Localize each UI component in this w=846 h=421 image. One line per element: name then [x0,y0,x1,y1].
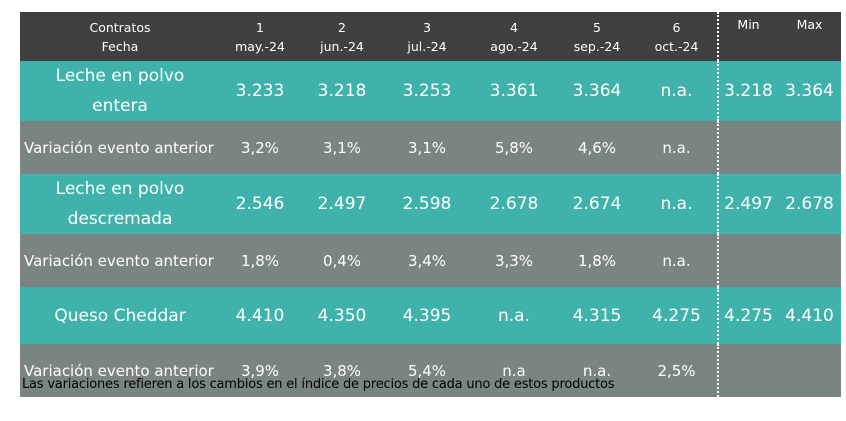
variation-cell: n.a. [558,344,636,397]
min-cell-empty [717,344,778,397]
variation-cell: 3,2% [220,121,300,174]
variation-cell: 3,8% [300,344,384,397]
variation-cell: n.a. [636,121,718,174]
product-name: Leche en polvo entera [20,61,220,121]
variation-label: Variación evento anterior [20,344,220,397]
value-cell: 4.350 [300,287,384,344]
variation-cell: 0,4% [300,234,384,287]
contract-number: 4 [510,19,518,35]
contract-number: 1 [256,19,264,35]
variation-cell: 5,4% [384,344,470,397]
product-name-line1: Leche en polvo [55,179,185,199]
max-cell: 2.678 [778,174,841,234]
variation-cell: n.a. [636,234,718,287]
value-cell: 3.364 [558,61,636,121]
value-cell: 2.674 [558,174,636,234]
date-label: Fecha [101,38,139,54]
row-leche-descremada: Leche en polvo descremada 2.546 2.497 2.5… [20,174,841,234]
variation-cell: 3,3% [470,234,558,287]
contracts-label: Contratos [89,19,151,35]
variation-cell: 3,1% [384,121,470,174]
contract-number: 2 [338,19,346,35]
contract-number: 6 [672,19,681,35]
min-cell: 4.275 [717,287,778,344]
header-max: Max [778,12,841,61]
contract-date: oct.-24 [654,38,699,54]
value-cell: 3.361 [470,61,558,121]
value-cell: 4.275 [636,287,718,344]
product-name: Leche en polvo descremada [20,174,220,234]
product-name-line2: descremada [67,209,173,229]
min-cell-empty [717,234,778,287]
value-cell: 4.395 [384,287,470,344]
header-contract-5: 5 sep.-24 [558,12,636,61]
row-variacion-cheddar: Variación evento anterior 3,9% 3,8% 5,4%… [20,344,841,397]
value-cell: 3.233 [220,61,300,121]
value-cell: 3.218 [300,61,384,121]
value-cell: 2.678 [470,174,558,234]
variation-cell: 1,8% [558,234,636,287]
value-cell: n.a. [636,61,718,121]
max-cell-empty [778,234,841,287]
contract-date: sep.-24 [573,38,621,54]
max-cell-empty [778,344,841,397]
variation-label: Variación evento anterior [20,234,220,287]
contract-date: ago.-24 [490,38,538,54]
contract-number: 3 [423,19,431,35]
header-label-cell: Contratos Fecha [20,12,220,61]
value-cell: 4.315 [558,287,636,344]
max-cell-empty [778,121,841,174]
variation-cell: 3,1% [300,121,384,174]
value-cell: 3.253 [384,61,470,121]
variation-label: Variación evento anterior [20,121,220,174]
row-leche-entera: Leche en polvo entera 3.233 3.218 3.253 3… [20,61,841,121]
header-contract-1: 1 may.-24 [220,12,300,61]
contract-number: 5 [593,19,601,35]
header-row: Contratos Fecha 1 may.-24 2 jun.-24 3 jul.-… [20,12,841,61]
header-contract-6: 6 oct.-24 [636,12,718,61]
variation-cell: 5,8% [470,121,558,174]
value-cell: 2.497 [300,174,384,234]
variation-cell: n.a [470,344,558,397]
variation-cell: 1,8% [220,234,300,287]
futures-table: Contratos Fecha 1 may.-24 2 jun.-24 3 jul.-… [20,12,841,397]
header-contract-2: 2 jun.-24 [300,12,384,61]
min-cell-empty [717,121,778,174]
product-name: Queso Cheddar [20,287,220,344]
row-queso-cheddar: Queso Cheddar 4.410 4.350 4.395 n.a. 4.3… [20,287,841,344]
contract-date: may.-24 [235,38,285,54]
value-cell: 2.546 [220,174,300,234]
row-variacion-descremada: Variación evento anterior 1,8% 0,4% 3,4%… [20,234,841,287]
variation-cell: 3,9% [220,344,300,397]
header-contract-3: 3 jul.-24 [384,12,470,61]
variation-cell: 2,5% [636,344,718,397]
contract-date: jun.-24 [320,38,364,54]
contract-date: jul.-24 [407,38,447,54]
header-min: Min [717,12,778,61]
min-cell: 3.218 [717,61,778,121]
variation-cell: 4,6% [558,121,636,174]
footnote: Las variaciones refieren a los cambios e… [22,377,615,392]
max-cell: 4.410 [778,287,841,344]
product-name-line2: entera [92,96,148,116]
max-cell: 3.364 [778,61,841,121]
variation-cell: 3,4% [384,234,470,287]
product-name-line1: Leche en polvo [55,66,185,86]
min-cell: 2.497 [717,174,778,234]
value-cell: n.a. [470,287,558,344]
value-cell: 2.598 [384,174,470,234]
value-cell: n.a. [636,174,718,234]
row-variacion-entera: Variación evento anterior 3,2% 3,1% 3,1%… [20,121,841,174]
header-contract-4: 4 ago.-24 [470,12,558,61]
value-cell: 4.410 [220,287,300,344]
